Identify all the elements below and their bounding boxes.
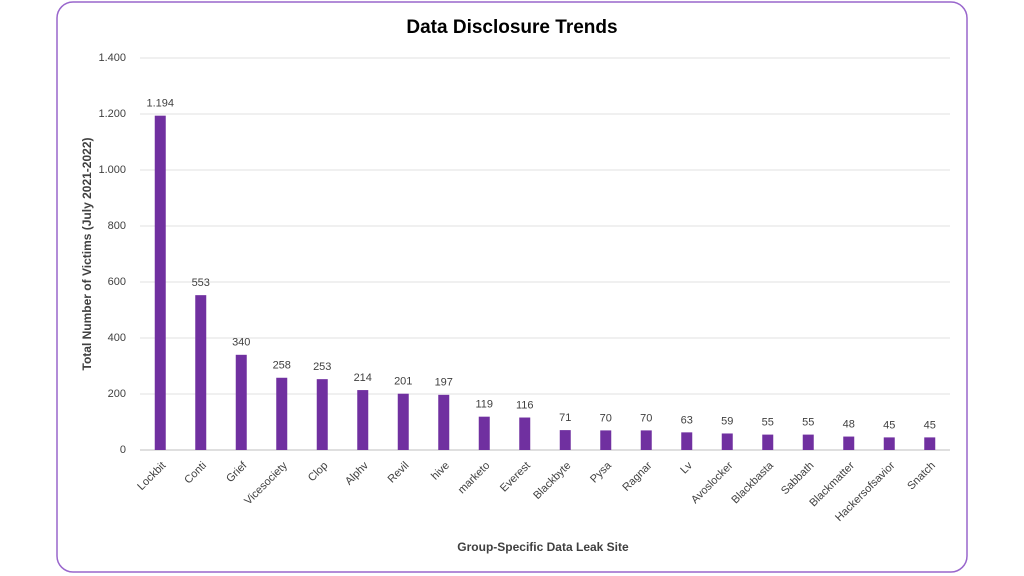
value-label: 55 (802, 417, 814, 429)
bar (559, 430, 571, 450)
value-label: 214 (354, 372, 372, 384)
value-label: 63 (681, 414, 693, 426)
y-tick-label: 800 (108, 220, 126, 232)
bar (762, 434, 774, 450)
y-axis-title: Total Number of Victims (July 2021-2022) (80, 138, 94, 371)
value-label: 48 (843, 418, 855, 430)
bar (802, 434, 814, 450)
y-tick-label: 0 (120, 444, 126, 456)
bar (438, 394, 450, 450)
value-label: 71 (559, 412, 571, 424)
bar (519, 417, 531, 450)
bar (195, 295, 207, 450)
bar (357, 390, 369, 450)
value-label: 553 (192, 277, 210, 289)
value-label: 201 (394, 376, 412, 388)
chart-title: Data Disclosure Trends (406, 17, 617, 38)
bar (276, 377, 288, 450)
value-label: 70 (600, 412, 612, 424)
value-label: 116 (516, 399, 534, 411)
value-label: 258 (273, 360, 291, 372)
value-label: 340 (232, 337, 250, 349)
bar (721, 433, 733, 450)
value-label: 45 (883, 419, 895, 431)
value-label: 197 (435, 377, 453, 389)
y-tick-label: 600 (108, 276, 126, 288)
value-label: 45 (924, 419, 936, 431)
bar (478, 416, 490, 450)
bar (154, 115, 166, 451)
y-tick-label: 1.400 (98, 52, 126, 64)
bar (235, 354, 247, 450)
bar (681, 432, 693, 450)
y-tick-label: 1.200 (98, 108, 126, 120)
bar (924, 437, 936, 450)
value-label: 55 (762, 417, 774, 429)
y-tick-label: 200 (108, 388, 126, 400)
value-label: 70 (640, 412, 652, 424)
bar (600, 430, 612, 450)
bar (397, 393, 409, 450)
value-label: 1.194 (146, 98, 174, 110)
bar (883, 437, 895, 450)
bar (843, 436, 855, 450)
value-label: 253 (313, 361, 331, 373)
y-tick-label: 1.000 (98, 164, 126, 176)
bar (316, 379, 328, 450)
value-label: 59 (721, 415, 733, 427)
y-tick-label: 400 (108, 332, 126, 344)
x-axis-title: Group-Specific Data Leak Site (457, 540, 629, 554)
bar (640, 430, 652, 450)
value-label: 119 (475, 399, 493, 411)
